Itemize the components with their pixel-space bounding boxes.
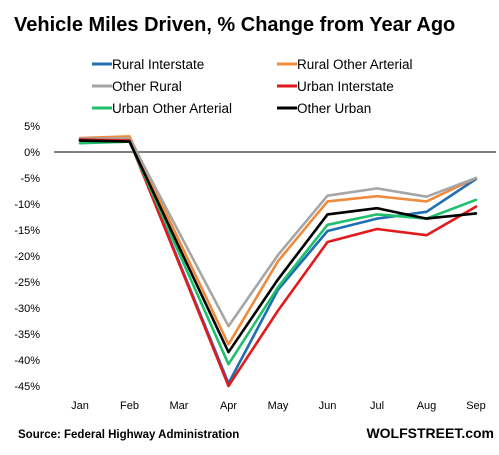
y-tick-label: -15% (14, 225, 40, 237)
y-tick-label: -20% (14, 251, 40, 263)
y-tick-label: -45% (14, 381, 40, 393)
source-note: Source: Federal Highway Administration (18, 429, 239, 441)
x-tick-label: Apr (220, 400, 237, 412)
y-tick-label: -40% (14, 355, 40, 367)
x-tick-label: Sep (466, 400, 486, 412)
legend-label: Urban Other Arterial (112, 101, 232, 116)
x-tick-label: Aug (417, 400, 437, 412)
y-tick-label: 5% (24, 121, 40, 133)
series-line-other-rural (78, 137, 478, 328)
y-tick-label: -5% (20, 173, 40, 185)
x-tick-label: May (268, 400, 289, 412)
legend-label: Other Urban (297, 101, 371, 116)
series-line-urban-other-arterial (78, 140, 478, 366)
y-tick-label: -25% (14, 277, 40, 289)
y-tick-label: 0% (24, 147, 40, 159)
y-tick-label: -35% (14, 329, 40, 341)
chart-title: Vehicle Miles Driven, % Change from Year… (14, 14, 455, 36)
x-tick-label: Jun (319, 400, 337, 412)
x-tick-label: Jan (71, 400, 89, 412)
brand-label: WOLFSTREET.com (366, 425, 494, 441)
legend-label: Other Rural (112, 79, 182, 94)
legend-label: Urban Interstate (297, 79, 394, 94)
legend-label: Rural Other Arterial (297, 57, 413, 72)
y-tick-label: -30% (14, 303, 40, 315)
y-tick-label: -10% (14, 199, 40, 211)
series-line-other-urban (78, 139, 478, 354)
x-tick-label: Feb (120, 400, 139, 412)
legend-label: Rural Interstate (112, 57, 204, 72)
axes: 5% 0% -5% -10% -15% -20% -25% -30% -35% -40% -45% J… (14, 121, 496, 412)
x-tick-label: Mar (170, 400, 189, 412)
series-lines (78, 135, 478, 388)
x-tick-label: Jul (370, 400, 384, 412)
legend: Rural Interstate Rural Other Arterial Othe… (92, 57, 413, 116)
